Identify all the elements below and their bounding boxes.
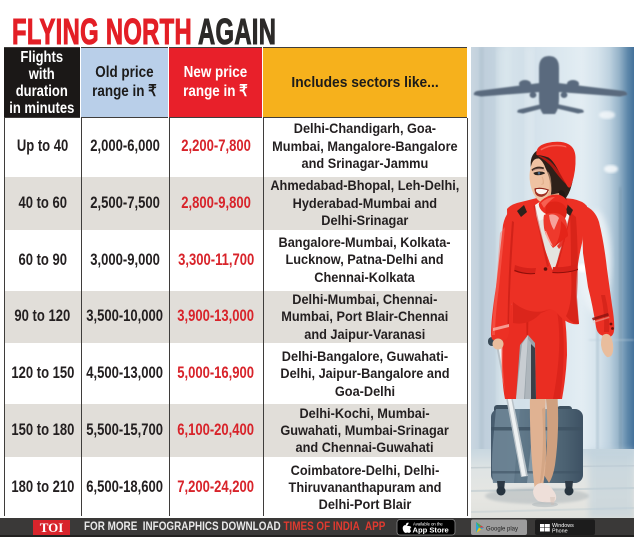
svg-text:Google play: Google play	[486, 527, 518, 533]
svg-text:Phone: Phone	[552, 529, 568, 535]
svg-text:App Store: App Store	[413, 526, 449, 535]
svg-text:Available on the: Available on the	[413, 522, 443, 527]
svg-text:Windows: Windows	[552, 523, 574, 529]
